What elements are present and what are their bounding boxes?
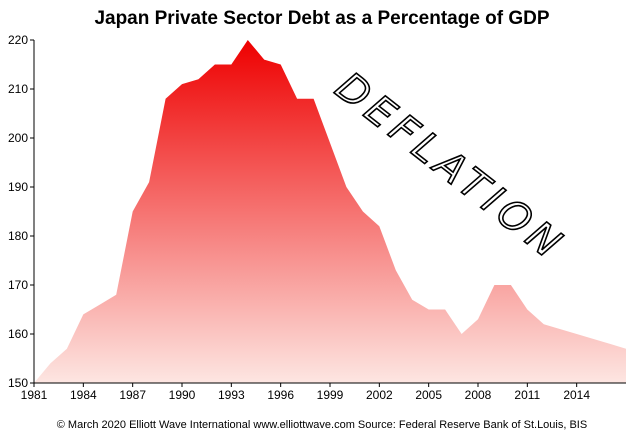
y-tick-label: 150 (8, 376, 28, 390)
y-tick-label: 170 (8, 278, 28, 292)
x-tick-label: 2011 (514, 388, 540, 402)
x-tick-label: 2002 (366, 388, 393, 402)
x-tick-label: 1996 (267, 388, 294, 402)
y-tick-label: 160 (8, 327, 28, 341)
x-axis: 1981 1984 1987 1990 1993 1996 1999 2002 2005 2008… (21, 383, 590, 402)
x-tick-label: 1987 (119, 388, 146, 402)
series-area (34, 40, 626, 383)
chart-title: Japan Private Sector Debt as a Percentag… (94, 8, 549, 29)
x-tick-label: 1993 (218, 388, 245, 402)
x-tick-label: 1981 (21, 388, 48, 402)
chart-footer: © March 2020 Elliott Wave International … (57, 419, 587, 431)
x-tick-label: 2014 (563, 388, 590, 402)
y-tick-label: 220 (8, 33, 28, 47)
y-tick-label: 210 (8, 82, 28, 96)
x-tick-label: 1984 (70, 388, 97, 402)
x-tick-label: 2005 (415, 388, 442, 402)
x-tick-label: 1999 (317, 388, 344, 402)
plot-area (34, 40, 626, 383)
y-axis: 150 160 170 180 190 200 210 220 (8, 33, 34, 390)
x-tick-label: 1990 (169, 388, 196, 402)
y-tick-label: 180 (8, 229, 28, 243)
y-tick-label: 190 (8, 180, 28, 194)
x-tick-label: 2008 (465, 388, 492, 402)
y-tick-label: 200 (8, 131, 28, 145)
